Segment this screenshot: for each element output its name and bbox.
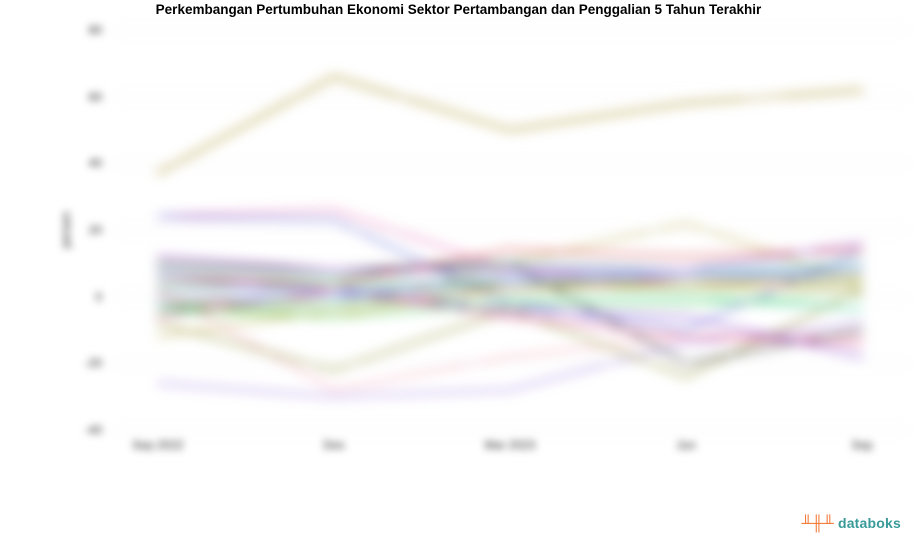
y-tick-label: 20: [89, 223, 110, 237]
y-tick-label: -40: [85, 423, 110, 437]
y-tick-label: -20: [85, 356, 110, 370]
y-tick-label: 80: [89, 23, 110, 37]
chart-title: Perkembangan Pertumbuhan Ekonomi Sektor …: [0, 0, 917, 17]
databoks-logo: ╨╫╨ databoks: [801, 515, 901, 531]
x-tick-label: Sep: [851, 438, 872, 452]
y-tick-label: 60: [89, 90, 110, 104]
x-tick-label: Jun: [676, 438, 695, 452]
chart-area: persen -40-20020406080Sep 2022DesMar 202…: [110, 30, 910, 430]
y-tick-label: 40: [89, 156, 110, 170]
grid-line: [110, 430, 910, 431]
y-axis-label: persen: [59, 212, 73, 249]
x-tick-label: Sep 2022: [132, 438, 183, 452]
logo-text: databoks: [838, 515, 901, 531]
x-tick-label: Mar 2023: [485, 438, 536, 452]
x-tick-label: Des: [323, 438, 344, 452]
logo-spark-icon: ╨╫╨: [801, 516, 833, 531]
y-tick-label: 0: [95, 290, 110, 304]
